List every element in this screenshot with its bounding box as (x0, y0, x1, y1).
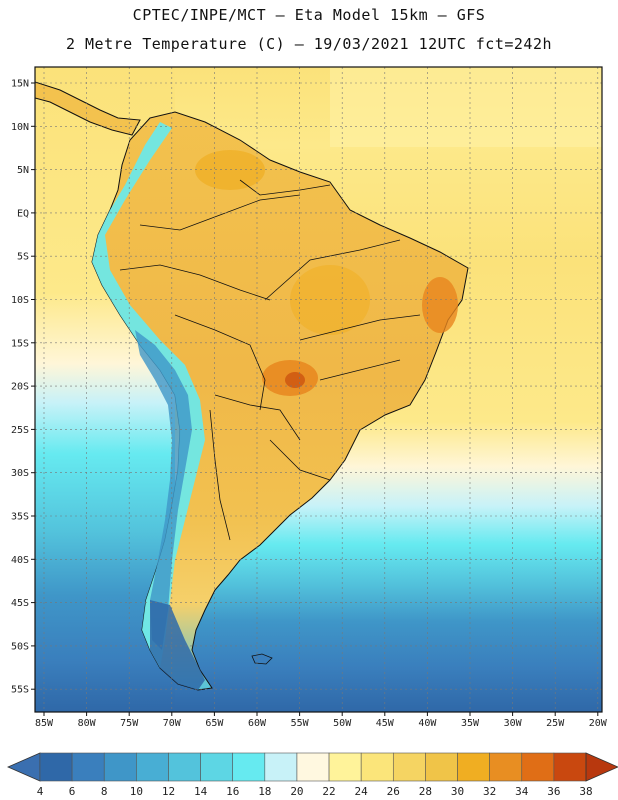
lat-label: 15S (11, 338, 29, 349)
colorbar-label: 8 (101, 785, 108, 798)
colorbar-label: 22 (322, 785, 335, 798)
temperature-colorbar: 4 6 8 10 12 14 16 18 20 22 24 26 28 30 32 34 36 38 (7, 752, 618, 798)
colorbar-cell (553, 752, 587, 782)
colorbar-label: 10 (130, 785, 143, 798)
map-frame (34, 66, 603, 713)
lon-label: 85W (35, 718, 54, 729)
longitude-labels: 85W 80W 75W 70W 65W 60W 55W 50W 45W 40W 35W 30W 25W 2… (35, 712, 608, 729)
central-america-land (35, 81, 141, 136)
lon-label: 70W (163, 718, 182, 729)
lon-label: 45W (376, 718, 395, 729)
andes-cold-band (92, 122, 205, 668)
lat-label: 55S (11, 685, 29, 696)
colorbar-cell (200, 752, 234, 782)
falkland-islands (251, 653, 273, 665)
colorbar-label: 28 (419, 785, 432, 798)
colorbar-cell (39, 752, 73, 782)
hot-spot-core (285, 372, 305, 388)
latitude-labels: 15N 10N 5N EQ 5S 10S 15S 20S 25S 30S 35S 40S 45S 50S 5… (11, 79, 35, 696)
lat-label: 20S (11, 382, 29, 393)
colorbar-label: 24 (355, 785, 369, 798)
lat-label: 5S (17, 252, 29, 263)
lat-label: 50S (11, 641, 29, 652)
colorbar-cell (296, 752, 330, 782)
lat-label: EQ (17, 208, 29, 219)
andes-core (135, 330, 192, 650)
colorbar-label: 32 (483, 785, 496, 798)
lat-label: 10N (11, 122, 29, 133)
colorbar-label: 14 (194, 785, 208, 798)
lat-label: 45S (11, 598, 29, 609)
lon-label: 25W (546, 718, 565, 729)
colorbar-high-arrow (585, 752, 618, 782)
lat-label: 35S (11, 512, 29, 523)
colorbar-label: 16 (226, 785, 239, 798)
lon-label: 40W (418, 718, 437, 729)
map-title-line-1: CPTEC/INPE/MCT – Eta Model 15km – GFS (132, 6, 486, 24)
colorbar-label: 18 (258, 785, 271, 798)
colorbar-cell (136, 752, 169, 782)
lat-label: 5N (17, 165, 29, 176)
colorbar-cell (103, 752, 137, 782)
lon-label: 75W (120, 718, 139, 729)
colorbar-cell (425, 752, 458, 782)
colorbar-label: 26 (387, 785, 400, 798)
lat-label: 30S (11, 468, 29, 479)
atlantic-warm-band (330, 67, 602, 147)
colorbar-label: 6 (69, 785, 76, 798)
colorbar-cell (457, 752, 490, 782)
patagonia-cold (150, 600, 205, 690)
warm-patch-central (290, 265, 370, 335)
colorbar-cell (168, 752, 201, 782)
colorbar-low-arrow (7, 752, 41, 782)
colorbar-cell (392, 752, 426, 782)
lon-label: 50W (333, 718, 352, 729)
colorbar-cell (521, 752, 555, 782)
colorbar-label: 4 (37, 785, 44, 798)
colorbar-label: 12 (162, 785, 175, 798)
lon-label: 20W (589, 718, 608, 729)
lon-label: 35W (461, 718, 480, 729)
lat-label: 25S (11, 425, 29, 436)
colorbar-cell (71, 752, 105, 782)
lon-label: 30W (504, 718, 523, 729)
lat-label: 15N (11, 79, 29, 90)
lat-label: 10S (11, 295, 29, 306)
lat-label: 40S (11, 555, 29, 566)
colorbar-label: 34 (515, 785, 529, 798)
lon-label: 60W (248, 718, 267, 729)
lon-label: 55W (291, 718, 310, 729)
colorbar-cell (328, 752, 362, 782)
colorbar-cell (360, 752, 394, 782)
colorbar-label: 38 (579, 785, 592, 798)
map-title-line-2: 2 Metre Temperature (C) – 19/03/2021 12U… (65, 35, 553, 53)
colorbar-cell (232, 752, 266, 782)
colorbar-cell (264, 752, 298, 782)
country-borders (119, 179, 421, 541)
colorbar-label: 36 (547, 785, 560, 798)
colorbar-label: 30 (451, 785, 464, 798)
lon-label: 80W (78, 718, 97, 729)
colorbar-cell (489, 752, 523, 782)
warm-patch-north (195, 150, 265, 190)
colorbar-label: 20 (290, 785, 303, 798)
map-field (35, 67, 602, 712)
hot-spot-northeast (422, 277, 458, 333)
lon-label: 65W (205, 718, 224, 729)
